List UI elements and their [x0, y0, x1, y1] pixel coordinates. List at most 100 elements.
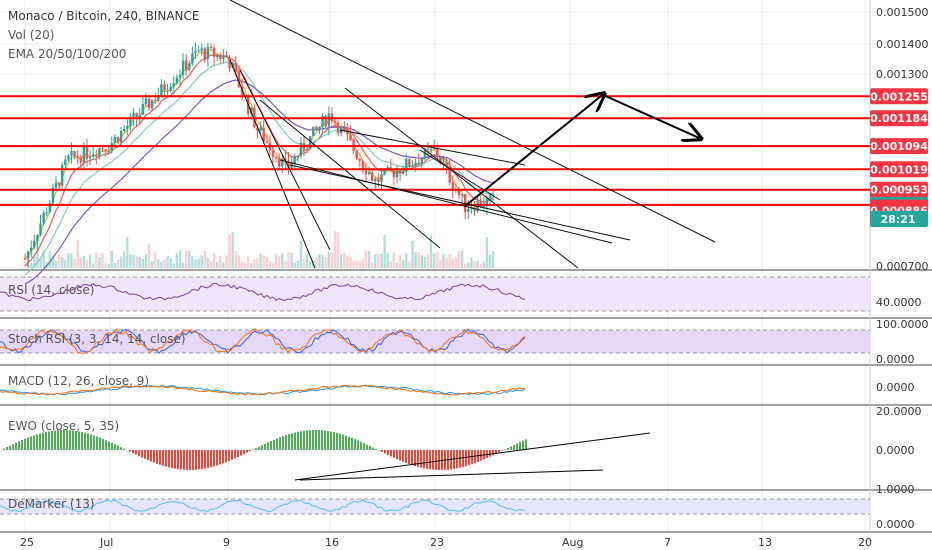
candle-body	[473, 208, 476, 212]
volume-bar	[51, 255, 55, 268]
candle-body	[191, 53, 194, 64]
volume-bar	[212, 252, 216, 268]
ewo-bar	[495, 450, 497, 454]
ewo-bar	[153, 450, 155, 463]
candle-body	[299, 142, 303, 157]
ewo-bar	[390, 450, 392, 457]
candle-body	[423, 149, 427, 159]
volume-bar	[247, 256, 250, 268]
ewo-bar	[27, 437, 29, 450]
candle-body	[460, 194, 464, 196]
ewo-bar	[510, 446, 512, 450]
candle-body	[479, 200, 482, 207]
volume-bar	[119, 256, 123, 268]
volume-bar	[169, 258, 172, 268]
volume-bar	[95, 252, 98, 268]
volume-bar	[98, 257, 101, 268]
candle-body	[175, 77, 179, 84]
volume-bar	[219, 256, 222, 268]
volume-bar	[402, 259, 405, 268]
volume-bar	[377, 253, 380, 268]
trend-line	[229, 0, 716, 243]
candle-body	[166, 90, 169, 92]
volume-bar	[237, 255, 241, 268]
candle-body	[287, 160, 290, 168]
volume-bar	[203, 251, 206, 268]
ewo-bar	[396, 450, 398, 460]
volume-bar	[383, 235, 386, 268]
ewo-bar	[282, 436, 284, 450]
candle-body	[240, 87, 244, 95]
candle-body	[57, 182, 61, 186]
ewo-bar	[369, 446, 371, 450]
candle-body	[42, 212, 45, 224]
candle-body	[433, 148, 436, 150]
ewo-bar	[420, 450, 422, 468]
ewo-bar	[351, 437, 353, 450]
trend-line	[279, 159, 613, 244]
volume-bar	[225, 255, 228, 268]
ewo-bar	[258, 446, 260, 450]
candle-body	[451, 182, 454, 190]
ewo-bar	[210, 450, 212, 468]
candle-body	[48, 203, 51, 213]
ewo-bar	[285, 435, 287, 450]
ewo-bar	[66, 430, 68, 450]
ewo-bar	[243, 450, 245, 455]
volume-bar	[327, 251, 330, 268]
volume-bar	[191, 255, 194, 268]
candle-body	[358, 158, 361, 161]
ewo-bar	[459, 450, 461, 468]
volume-bar	[445, 258, 448, 268]
candle-body	[200, 48, 203, 51]
candle-body	[212, 48, 216, 57]
trend-lines	[229, 0, 716, 269]
ema-line	[24, 48, 494, 260]
volume-bar	[157, 259, 160, 268]
candle-body	[85, 146, 89, 159]
ewo-bar	[117, 445, 119, 450]
demarker-band	[0, 499, 870, 514]
volume-bar	[123, 251, 126, 268]
candle-body	[39, 223, 42, 235]
candle-body	[76, 156, 79, 158]
candle-body	[262, 127, 265, 142]
volume-bar	[361, 259, 365, 268]
ewo-bar	[321, 430, 323, 450]
candle-body	[88, 156, 92, 159]
ewo-bar	[30, 436, 32, 450]
stoch-bottom: 0.0000	[876, 353, 915, 366]
time-axis[interactable]: 25 Jul 9 16 23 Aug 7 13 20	[20, 536, 872, 549]
ewo-bar	[504, 449, 506, 450]
candle-body	[395, 170, 399, 178]
ewo-bar	[306, 430, 308, 450]
candle-body	[98, 148, 101, 157]
volume-bar	[467, 262, 470, 268]
ewo-bar	[231, 450, 233, 460]
candle-body	[116, 136, 120, 143]
ewo-bar	[201, 450, 203, 470]
volume-bar	[442, 254, 445, 268]
ewo-bar	[36, 434, 38, 450]
price-level-tag: 0.000953	[870, 181, 928, 198]
candle-body	[398, 170, 402, 174]
candle-body	[132, 113, 135, 117]
candle-body	[119, 131, 123, 143]
ewo-bar	[165, 450, 167, 467]
volume-bar	[206, 257, 210, 268]
candle-body	[414, 162, 417, 166]
volume-bar	[54, 260, 58, 268]
candle-body	[36, 234, 39, 242]
rsi-value: 40.0000	[876, 296, 922, 309]
time-tick: Jul	[99, 536, 113, 549]
volume-bar	[318, 254, 321, 268]
ewo-bar	[18, 441, 20, 450]
candle-body	[281, 159, 284, 167]
volume-bar	[417, 252, 420, 268]
ewo-bar	[363, 443, 365, 450]
volume-bar	[395, 262, 399, 268]
price-axis[interactable]: 0.001500 0.001400 0.001300 0.000700 40.0…	[876, 6, 929, 531]
price-tick: 0.000700	[876, 260, 929, 273]
ewo-bar	[156, 450, 158, 464]
